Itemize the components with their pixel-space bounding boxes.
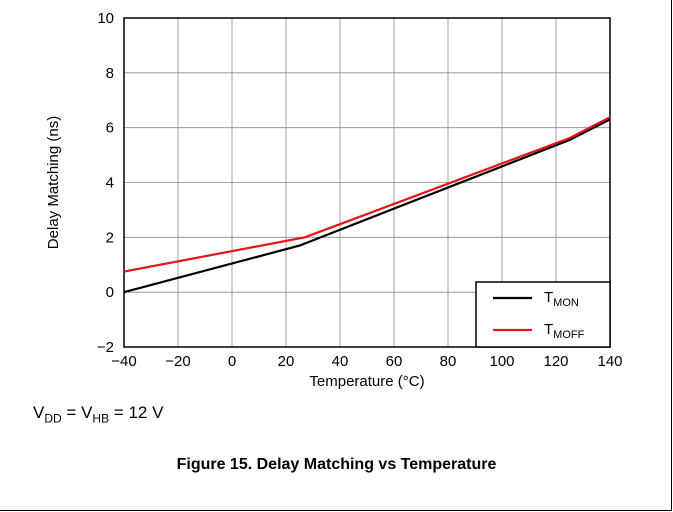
condition-v2-sub: HB (92, 411, 110, 426)
y-tick-label: 8 (106, 65, 114, 82)
legend-label-subscript: MOFF (553, 329, 584, 341)
x-tick-label: 120 (543, 353, 568, 370)
y-tick-labels: −2 0 2 4 6 8 10 (97, 10, 114, 356)
legend-label-main: T (544, 321, 553, 338)
legend-label-main: T (544, 289, 553, 306)
legend-label-mon: TMON (544, 289, 579, 309)
x-tick-label: −40 (111, 353, 136, 370)
x-tick-label: 20 (278, 353, 295, 370)
x-tick-label: 40 (332, 353, 349, 370)
y-tick-label: −2 (97, 339, 114, 356)
y-tick-label: 10 (97, 10, 114, 27)
condition-v1-sub: DD (44, 411, 62, 426)
x-tick-label: 0 (228, 353, 236, 370)
series-line-mon (123, 118, 611, 294)
x-tick-label: −20 (165, 353, 190, 370)
condition-eq2: = 12 V (109, 403, 164, 422)
figure-caption: Figure 15. Delay Matching vs Temperature (176, 456, 497, 473)
x-tick-labels: −40 −20 0 20 40 60 80 100 120 140 (111, 353, 622, 370)
y-tick-label: 4 (106, 175, 114, 192)
series-lines (123, 116, 611, 294)
y-tick-label: 6 (106, 120, 114, 137)
x-tick-label: 100 (489, 353, 514, 370)
y-tick-label: 0 (106, 284, 114, 301)
y-tick-label: 2 (106, 229, 114, 246)
x-axis-title: Temperature (°C) (309, 373, 424, 390)
x-tick-label: 60 (386, 353, 403, 370)
legend-label-subscript: MON (553, 297, 579, 309)
condition-v1: V (33, 403, 45, 422)
x-tick-label: 80 (440, 353, 457, 370)
condition-v2: V (81, 403, 93, 422)
legend-label-moff: TMOFF (544, 321, 585, 341)
test-condition: VDD = VHB = 12 V (33, 403, 163, 425)
condition-eq1: = (61, 403, 82, 422)
series-line-moff (123, 116, 611, 273)
legend-box (475, 281, 611, 348)
y-axis-title: Delay Matching (ns) (45, 116, 62, 249)
plot-area-border (123, 17, 611, 348)
x-tick-label: 140 (597, 353, 622, 370)
